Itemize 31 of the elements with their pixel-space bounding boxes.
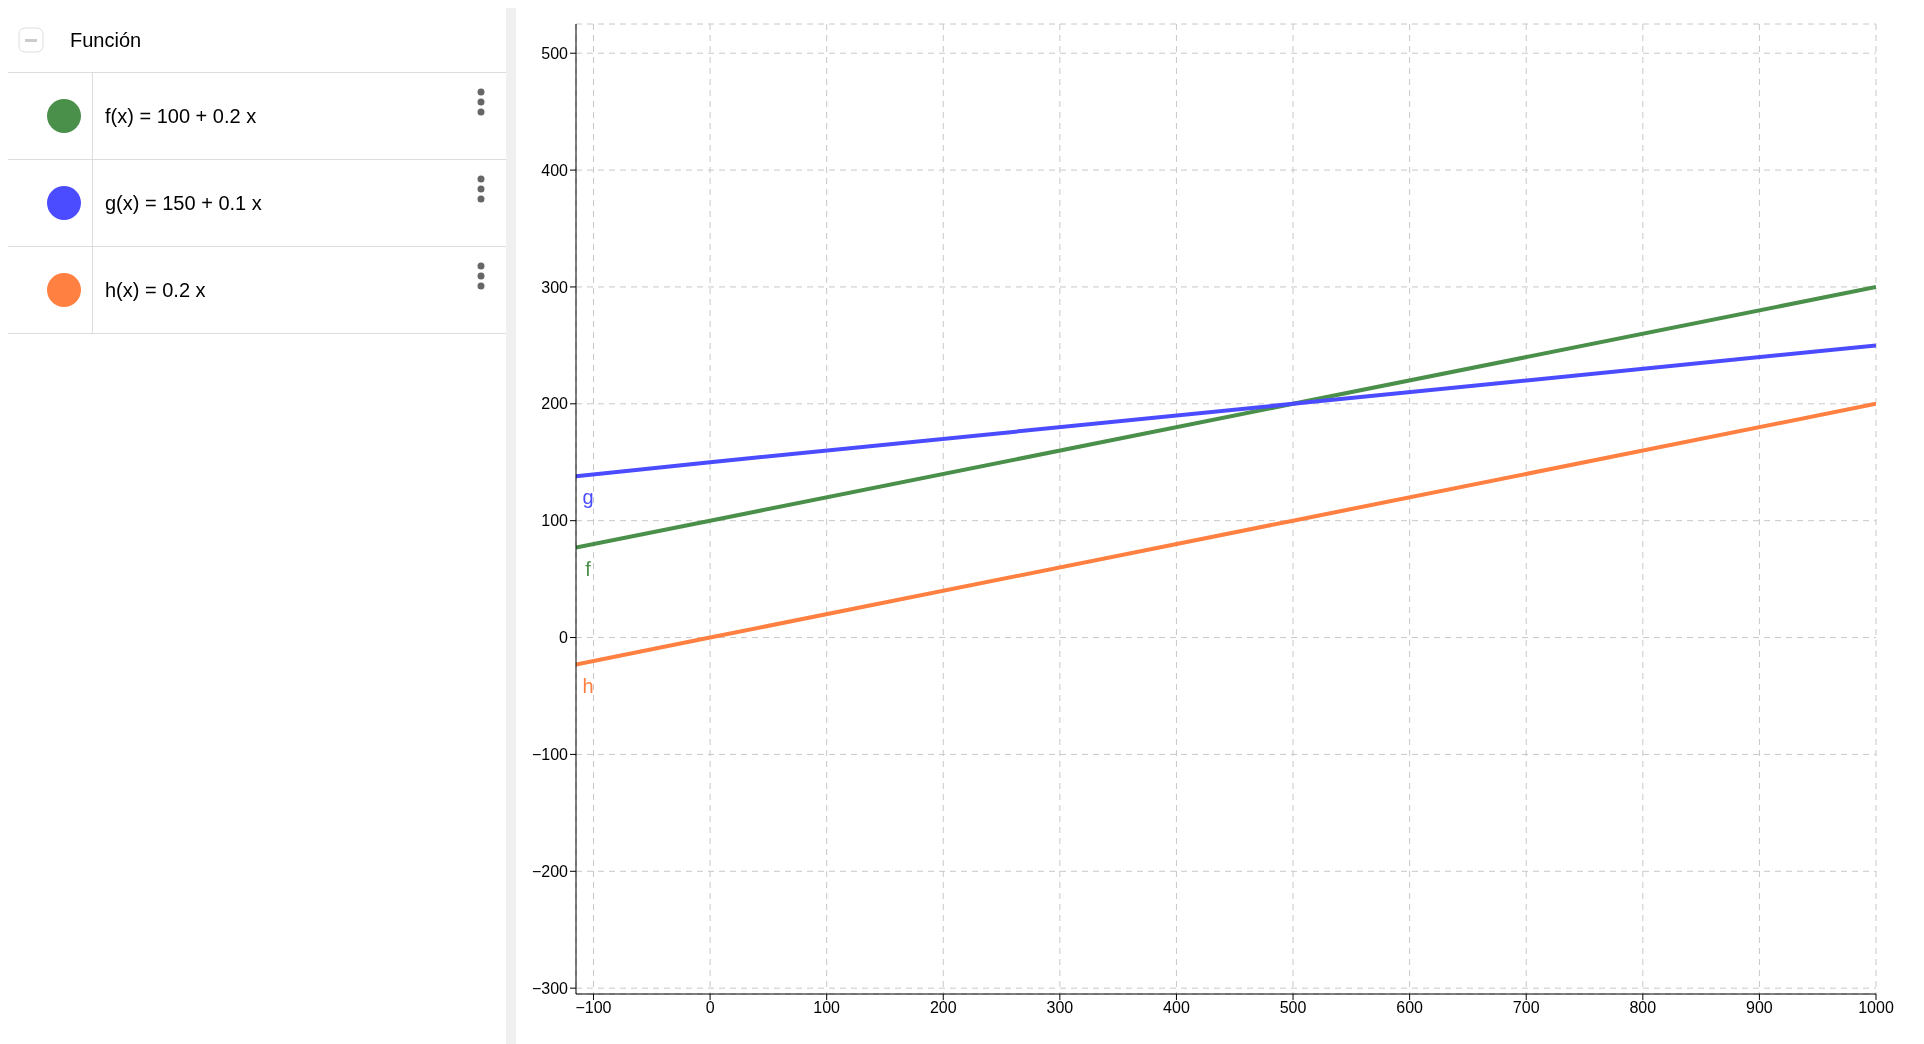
y-tick-label: 0 bbox=[559, 629, 569, 647]
y-tick-label: 200 bbox=[541, 395, 569, 413]
line-series bbox=[576, 284, 1876, 550]
y-tick-label: −200 bbox=[531, 862, 569, 880]
y-tick-label: 100 bbox=[541, 512, 569, 530]
x-tick-label: 0 bbox=[705, 999, 715, 1017]
annotation: h bbox=[582, 674, 594, 697]
y-tick-label: 400 bbox=[541, 161, 569, 179]
annotation: g bbox=[582, 486, 594, 509]
legend-label: f(x) = 100 + 0.2 x bbox=[105, 104, 257, 128]
x-tick-label: 1000 bbox=[1858, 999, 1894, 1017]
y-tick-label: −300 bbox=[531, 979, 569, 997]
legend-label: g(x) = 150 + 0.1 x bbox=[105, 191, 262, 215]
x-tick-label: 400 bbox=[1163, 999, 1190, 1017]
x-tick-label: 700 bbox=[1512, 999, 1540, 1017]
x-tick-label: 800 bbox=[1629, 999, 1657, 1017]
y-tick-label: 500 bbox=[541, 44, 569, 62]
x-tick-label: −100 bbox=[575, 999, 612, 1017]
x-tick-label: 100 bbox=[813, 999, 841, 1017]
legend-label: h(x) = 0.2 x bbox=[105, 278, 206, 302]
x-tick-label: 200 bbox=[929, 999, 957, 1017]
annotation: f bbox=[585, 557, 592, 580]
y-tick-label: 300 bbox=[541, 278, 569, 296]
x-tick-label: 900 bbox=[1746, 999, 1773, 1017]
line-series bbox=[576, 343, 1876, 479]
line-series bbox=[576, 401, 1876, 667]
x-tick-label: 500 bbox=[1279, 999, 1307, 1017]
y-tick-label: −100 bbox=[531, 746, 569, 764]
x-tick-label: 600 bbox=[1396, 999, 1424, 1017]
x-tick-label: 300 bbox=[1046, 999, 1074, 1017]
legend-title: Función bbox=[70, 28, 142, 52]
